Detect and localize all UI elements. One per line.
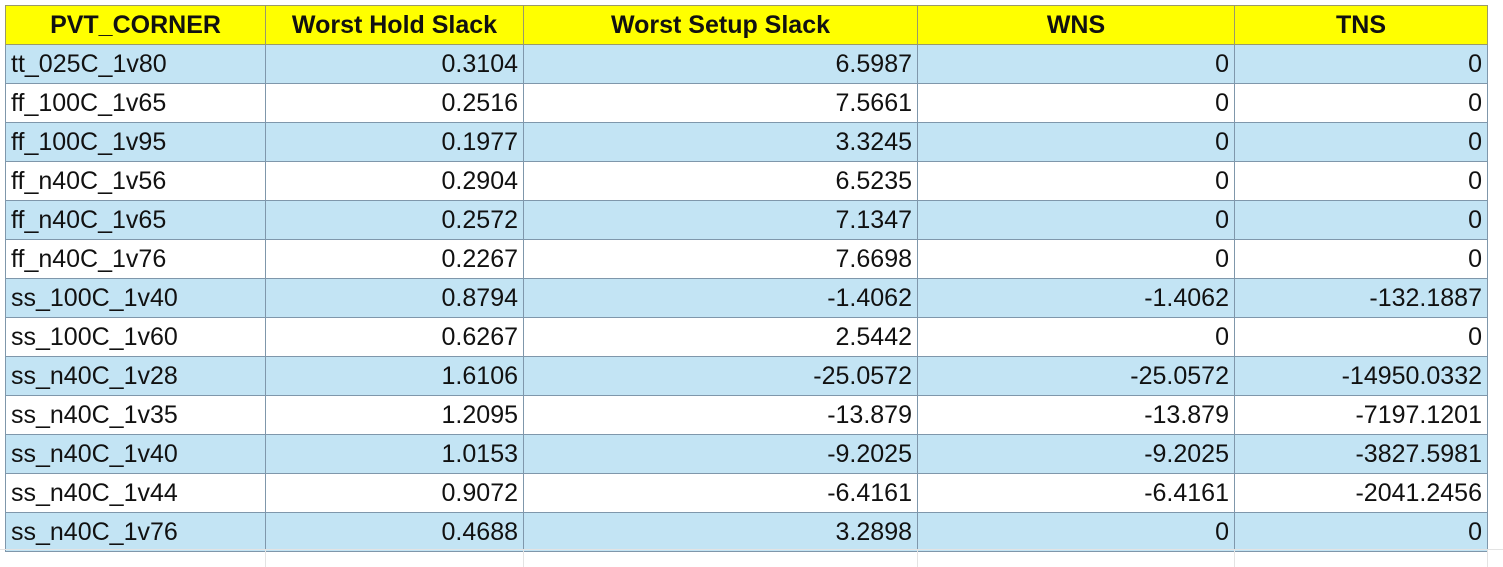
table-row: ss_n40C_1v35 1.2095 -13.879 -13.879 -7197.12… <box>5 395 1488 435</box>
cell-worst-setup-slack[interactable]: 3.3245 <box>523 122 918 162</box>
cell-worst-hold-slack[interactable]: 0.4688 <box>265 512 524 552</box>
cell-wns[interactable]: -9.2025 <box>917 434 1235 474</box>
cell-pvt-corner[interactable]: ff_n40C_1v65 <box>5 200 266 240</box>
cell-worst-setup-slack[interactable]: -25.0572 <box>523 356 918 396</box>
cell-wns[interactable]: -6.4161 <box>917 473 1235 513</box>
table-row: tt_025C_1v80 0.3104 6.5987 0 0 <box>5 44 1488 84</box>
table-row: ss_n40C_1v28 1.6106 -25.0572 -25.0572 -14950… <box>5 356 1488 396</box>
cell-wns[interactable]: 0 <box>917 122 1235 162</box>
cell-tns[interactable]: 0 <box>1234 200 1488 240</box>
table-body: tt_025C_1v80 0.3104 6.5987 0 0 ff_100C_1v65 0.… <box>5 44 1488 552</box>
table-row: ss_100C_1v60 0.6267 2.5442 0 0 <box>5 317 1488 357</box>
cell-tns[interactable]: 0 <box>1234 512 1488 552</box>
cell-worst-hold-slack[interactable]: 0.8794 <box>265 278 524 318</box>
table-row: ff_n40C_1v76 0.2267 7.6698 0 0 <box>5 239 1488 279</box>
cell-tns[interactable]: -2041.2456 <box>1234 473 1488 513</box>
cell-wns[interactable]: 0 <box>917 161 1235 201</box>
cell-worst-setup-slack[interactable]: -6.4161 <box>523 473 918 513</box>
cell-worst-hold-slack[interactable]: 1.2095 <box>265 395 524 435</box>
cell-pvt-corner[interactable]: ff_100C_1v65 <box>5 83 266 123</box>
cell-tns[interactable]: 0 <box>1234 317 1488 357</box>
cell-pvt-corner[interactable]: ss_n40C_1v40 <box>5 434 266 474</box>
cell-worst-setup-slack[interactable]: 3.2898 <box>523 512 918 552</box>
cell-tns[interactable]: -14950.0332 <box>1234 356 1488 396</box>
cell-wns[interactable]: 0 <box>917 512 1235 552</box>
empty-column-gridline <box>523 550 524 567</box>
empty-column-gridline <box>265 550 266 567</box>
cell-tns[interactable]: 0 <box>1234 44 1488 84</box>
empty-row-gridline <box>0 549 1503 550</box>
cell-wns[interactable]: -25.0572 <box>917 356 1235 396</box>
header-cell-worst-setup-slack[interactable]: Worst Setup Slack <box>523 5 918 45</box>
cell-wns[interactable]: 0 <box>917 44 1235 84</box>
cell-tns[interactable]: -132.1887 <box>1234 278 1488 318</box>
cell-pvt-corner[interactable]: ss_n40C_1v35 <box>5 395 266 435</box>
cell-pvt-corner[interactable]: ss_n40C_1v28 <box>5 356 266 396</box>
cell-worst-hold-slack[interactable]: 0.2516 <box>265 83 524 123</box>
table-row: ss_n40C_1v44 0.9072 -6.4161 -6.4161 -2041.24… <box>5 473 1488 513</box>
cell-worst-setup-slack[interactable]: -1.4062 <box>523 278 918 318</box>
table-row: ss_n40C_1v76 0.4688 3.2898 0 0 <box>5 512 1488 552</box>
header-cell-worst-hold-slack[interactable]: Worst Hold Slack <box>265 5 524 45</box>
cell-worst-hold-slack[interactable]: 1.0153 <box>265 434 524 474</box>
cell-tns[interactable]: -7197.1201 <box>1234 395 1488 435</box>
table-row: ff_100C_1v95 0.1977 3.3245 0 0 <box>5 122 1488 162</box>
cell-worst-setup-slack[interactable]: -13.879 <box>523 395 918 435</box>
cell-pvt-corner[interactable]: tt_025C_1v80 <box>5 44 266 84</box>
cell-pvt-corner[interactable]: ff_n40C_1v56 <box>5 161 266 201</box>
cell-worst-setup-slack[interactable]: 7.1347 <box>523 200 918 240</box>
cell-worst-setup-slack[interactable]: -9.2025 <box>523 434 918 474</box>
cell-worst-hold-slack[interactable]: 0.1977 <box>265 122 524 162</box>
empty-column-gridline <box>917 550 918 567</box>
header-cell-pvt-corner[interactable]: PVT_CORNER <box>5 5 266 45</box>
table-row: ff_100C_1v65 0.2516 7.5661 0 0 <box>5 83 1488 123</box>
cell-worst-hold-slack[interactable]: 0.6267 <box>265 317 524 357</box>
cell-pvt-corner[interactable]: ss_n40C_1v76 <box>5 512 266 552</box>
cell-pvt-corner[interactable]: ss_n40C_1v44 <box>5 473 266 513</box>
cell-wns[interactable]: 0 <box>917 83 1235 123</box>
table-row: ss_100C_1v40 0.8794 -1.4062 -1.4062 -132.188… <box>5 278 1488 318</box>
empty-column-gridline <box>1487 550 1488 567</box>
cell-worst-hold-slack[interactable]: 0.2267 <box>265 239 524 279</box>
table-row: ss_n40C_1v40 1.0153 -9.2025 -9.2025 -3827.59… <box>5 434 1488 474</box>
cell-tns[interactable]: 0 <box>1234 239 1488 279</box>
cell-worst-setup-slack[interactable]: 7.5661 <box>523 83 918 123</box>
cell-wns[interactable]: 0 <box>917 317 1235 357</box>
cell-worst-hold-slack[interactable]: 1.6106 <box>265 356 524 396</box>
cell-tns[interactable]: -3827.5981 <box>1234 434 1488 474</box>
cell-worst-hold-slack[interactable]: 0.9072 <box>265 473 524 513</box>
cell-worst-hold-slack[interactable]: 0.3104 <box>265 44 524 84</box>
cell-worst-setup-slack[interactable]: 6.5235 <box>523 161 918 201</box>
cell-worst-setup-slack[interactable]: 6.5987 <box>523 44 918 84</box>
cell-worst-setup-slack[interactable]: 7.6698 <box>523 239 918 279</box>
cell-worst-setup-slack[interactable]: 2.5442 <box>523 317 918 357</box>
header-row-group: PVT_CORNER Worst Hold Slack Worst Setup … <box>5 5 1488 45</box>
header-cell-wns[interactable]: WNS <box>917 5 1235 45</box>
header-cell-tns[interactable]: TNS <box>1234 5 1488 45</box>
cell-pvt-corner[interactable]: ss_100C_1v40 <box>5 278 266 318</box>
table-row: ff_n40C_1v56 0.2904 6.5235 0 0 <box>5 161 1488 201</box>
cell-pvt-corner[interactable]: ff_100C_1v95 <box>5 122 266 162</box>
cell-pvt-corner[interactable]: ss_100C_1v60 <box>5 317 266 357</box>
empty-column-gridline <box>1234 550 1235 567</box>
cell-tns[interactable]: 0 <box>1234 161 1488 201</box>
cell-tns[interactable]: 0 <box>1234 122 1488 162</box>
table-row: ff_n40C_1v65 0.2572 7.1347 0 0 <box>5 200 1488 240</box>
cell-worst-hold-slack[interactable]: 0.2904 <box>265 161 524 201</box>
cell-pvt-corner[interactable]: ff_n40C_1v76 <box>5 239 266 279</box>
cell-wns[interactable]: -13.879 <box>917 395 1235 435</box>
cell-wns[interactable]: -1.4062 <box>917 278 1235 318</box>
cell-wns[interactable]: 0 <box>917 239 1235 279</box>
cell-worst-hold-slack[interactable]: 0.2572 <box>265 200 524 240</box>
timing-table: PVT_CORNER Worst Hold Slack Worst Setup … <box>5 5 1488 552</box>
cell-tns[interactable]: 0 <box>1234 83 1488 123</box>
cell-wns[interactable]: 0 <box>917 200 1235 240</box>
header-row: PVT_CORNER Worst Hold Slack Worst Setup … <box>5 5 1488 45</box>
